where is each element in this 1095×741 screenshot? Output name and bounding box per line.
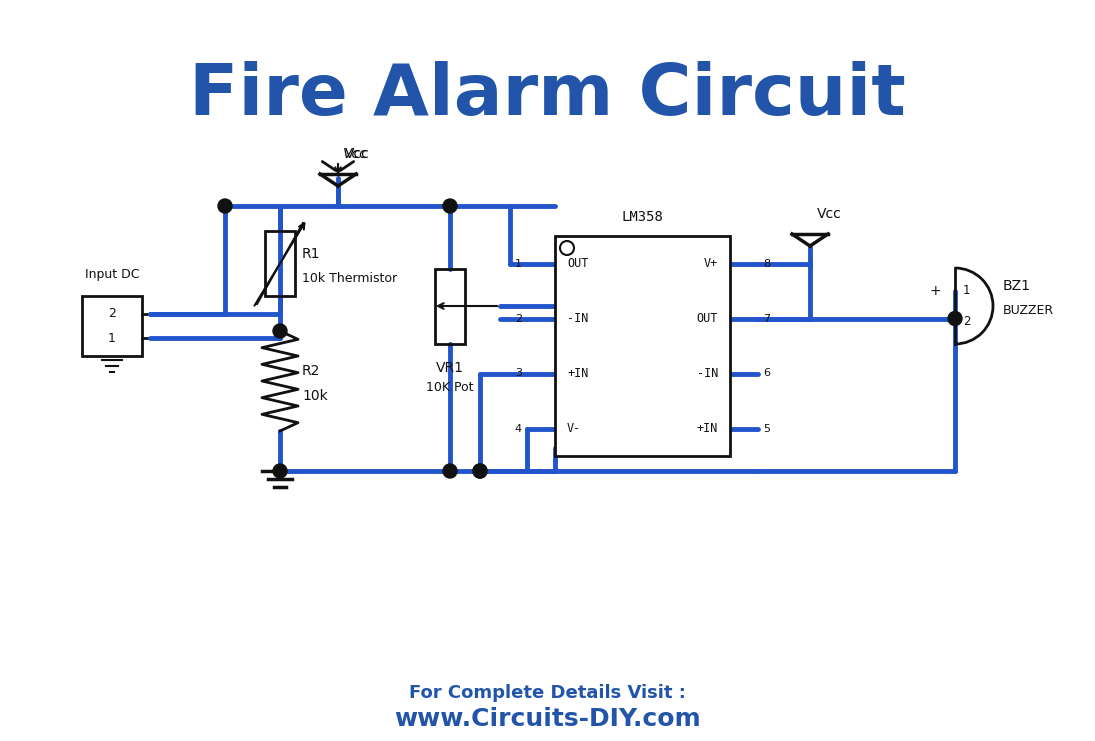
Circle shape (273, 464, 287, 478)
Circle shape (948, 311, 963, 325)
Circle shape (273, 324, 287, 338)
Text: 6: 6 (763, 368, 770, 379)
Text: V-: V- (567, 422, 581, 435)
Circle shape (473, 464, 487, 478)
Text: R1: R1 (302, 247, 321, 261)
Text: VR1: VR1 (436, 361, 464, 375)
Text: LM358: LM358 (622, 210, 664, 224)
Text: 8: 8 (763, 259, 770, 268)
Bar (265, 231, 295, 296)
Text: 2: 2 (515, 313, 522, 324)
Text: Fire Alarm Circuit: Fire Alarm Circuit (189, 61, 906, 130)
Text: 4: 4 (515, 424, 522, 433)
Text: 3: 3 (515, 368, 522, 379)
Text: Vcc: Vcc (345, 147, 370, 161)
Text: R2: R2 (302, 364, 321, 378)
Text: 1: 1 (963, 285, 970, 297)
Text: BUZZER: BUZZER (1003, 305, 1054, 317)
Text: 10k: 10k (302, 389, 327, 403)
Text: 10k Thermistor: 10k Thermistor (302, 272, 397, 285)
Text: 1: 1 (515, 259, 522, 268)
Text: +IN: +IN (696, 422, 718, 435)
Text: OUT: OUT (567, 257, 588, 270)
Text: 2: 2 (963, 314, 970, 328)
Text: 5: 5 (763, 424, 770, 433)
Text: V+: V+ (704, 257, 718, 270)
Circle shape (443, 464, 457, 478)
Text: +: + (930, 284, 941, 298)
Text: OUT: OUT (696, 312, 718, 325)
Text: Input DC: Input DC (84, 268, 139, 281)
Text: For Complete Details Visit :: For Complete Details Visit : (410, 684, 685, 702)
Circle shape (218, 199, 232, 213)
Text: +IN: +IN (567, 367, 588, 380)
Text: -IN: -IN (567, 312, 588, 325)
Circle shape (443, 199, 457, 213)
Text: 10K Pot: 10K Pot (426, 381, 474, 394)
Text: 1: 1 (108, 331, 116, 345)
Text: BZ1: BZ1 (1003, 279, 1031, 293)
Text: -IN: -IN (696, 367, 718, 380)
Bar (435, 268, 465, 344)
Bar (82, 296, 142, 356)
Bar (555, 236, 730, 456)
Text: 2: 2 (108, 308, 116, 321)
Text: Vcc: Vcc (343, 147, 368, 161)
Circle shape (473, 464, 487, 478)
Text: 7: 7 (763, 313, 770, 324)
Text: www.Circuits-DIY.com: www.Circuits-DIY.com (394, 707, 701, 731)
Text: Vcc: Vcc (817, 207, 842, 221)
